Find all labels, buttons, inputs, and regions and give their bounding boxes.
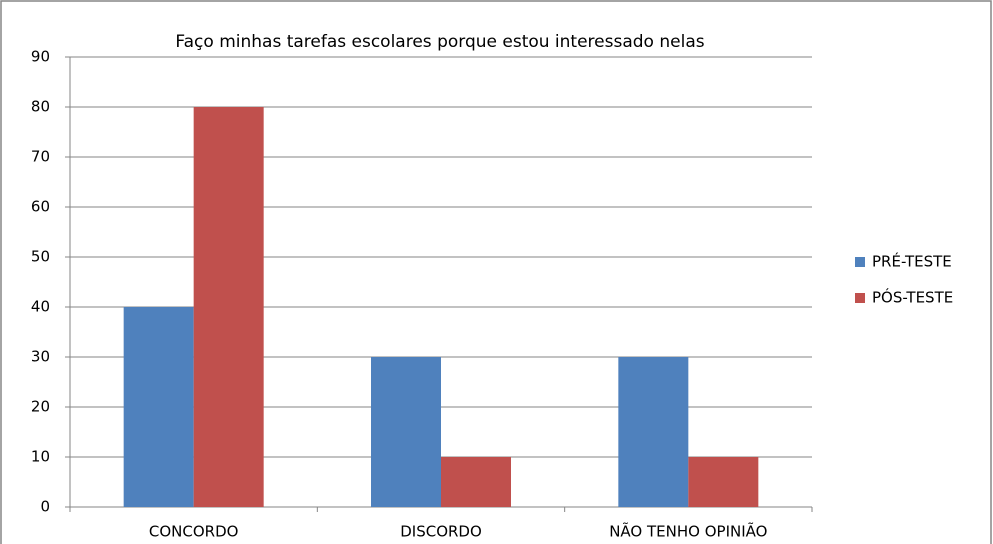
chart-title: Faço minhas tarefas escolares porque est…	[175, 32, 704, 52]
y-tick-label: 40	[31, 298, 50, 316]
legend-label: PÓS-TESTE	[872, 288, 953, 307]
y-tick-label: 60	[31, 198, 50, 216]
y-tick-label: 30	[31, 348, 50, 366]
y-tick-label: 20	[31, 398, 50, 416]
bar	[688, 457, 759, 507]
bar	[618, 357, 689, 507]
y-tick-label: 80	[31, 98, 50, 116]
x-tick-label: NÃO TENHO OPINIÃO	[609, 522, 767, 541]
y-tick-label: 10	[31, 448, 50, 466]
bar	[193, 107, 264, 507]
x-tick-label: DISCORDO	[400, 523, 482, 541]
bar	[441, 457, 511, 507]
legend-swatch	[855, 257, 865, 267]
y-tick-label: 70	[31, 148, 50, 166]
y-tick-label: 90	[31, 48, 50, 66]
legend-label: PRÉ-TESTE	[872, 252, 952, 271]
legend-swatch	[855, 293, 865, 303]
x-tick-label: CONCORDO	[149, 523, 239, 541]
y-tick-label: 50	[31, 248, 50, 266]
bar	[371, 357, 441, 507]
bar	[123, 307, 194, 507]
y-tick-label: 0	[40, 498, 50, 516]
